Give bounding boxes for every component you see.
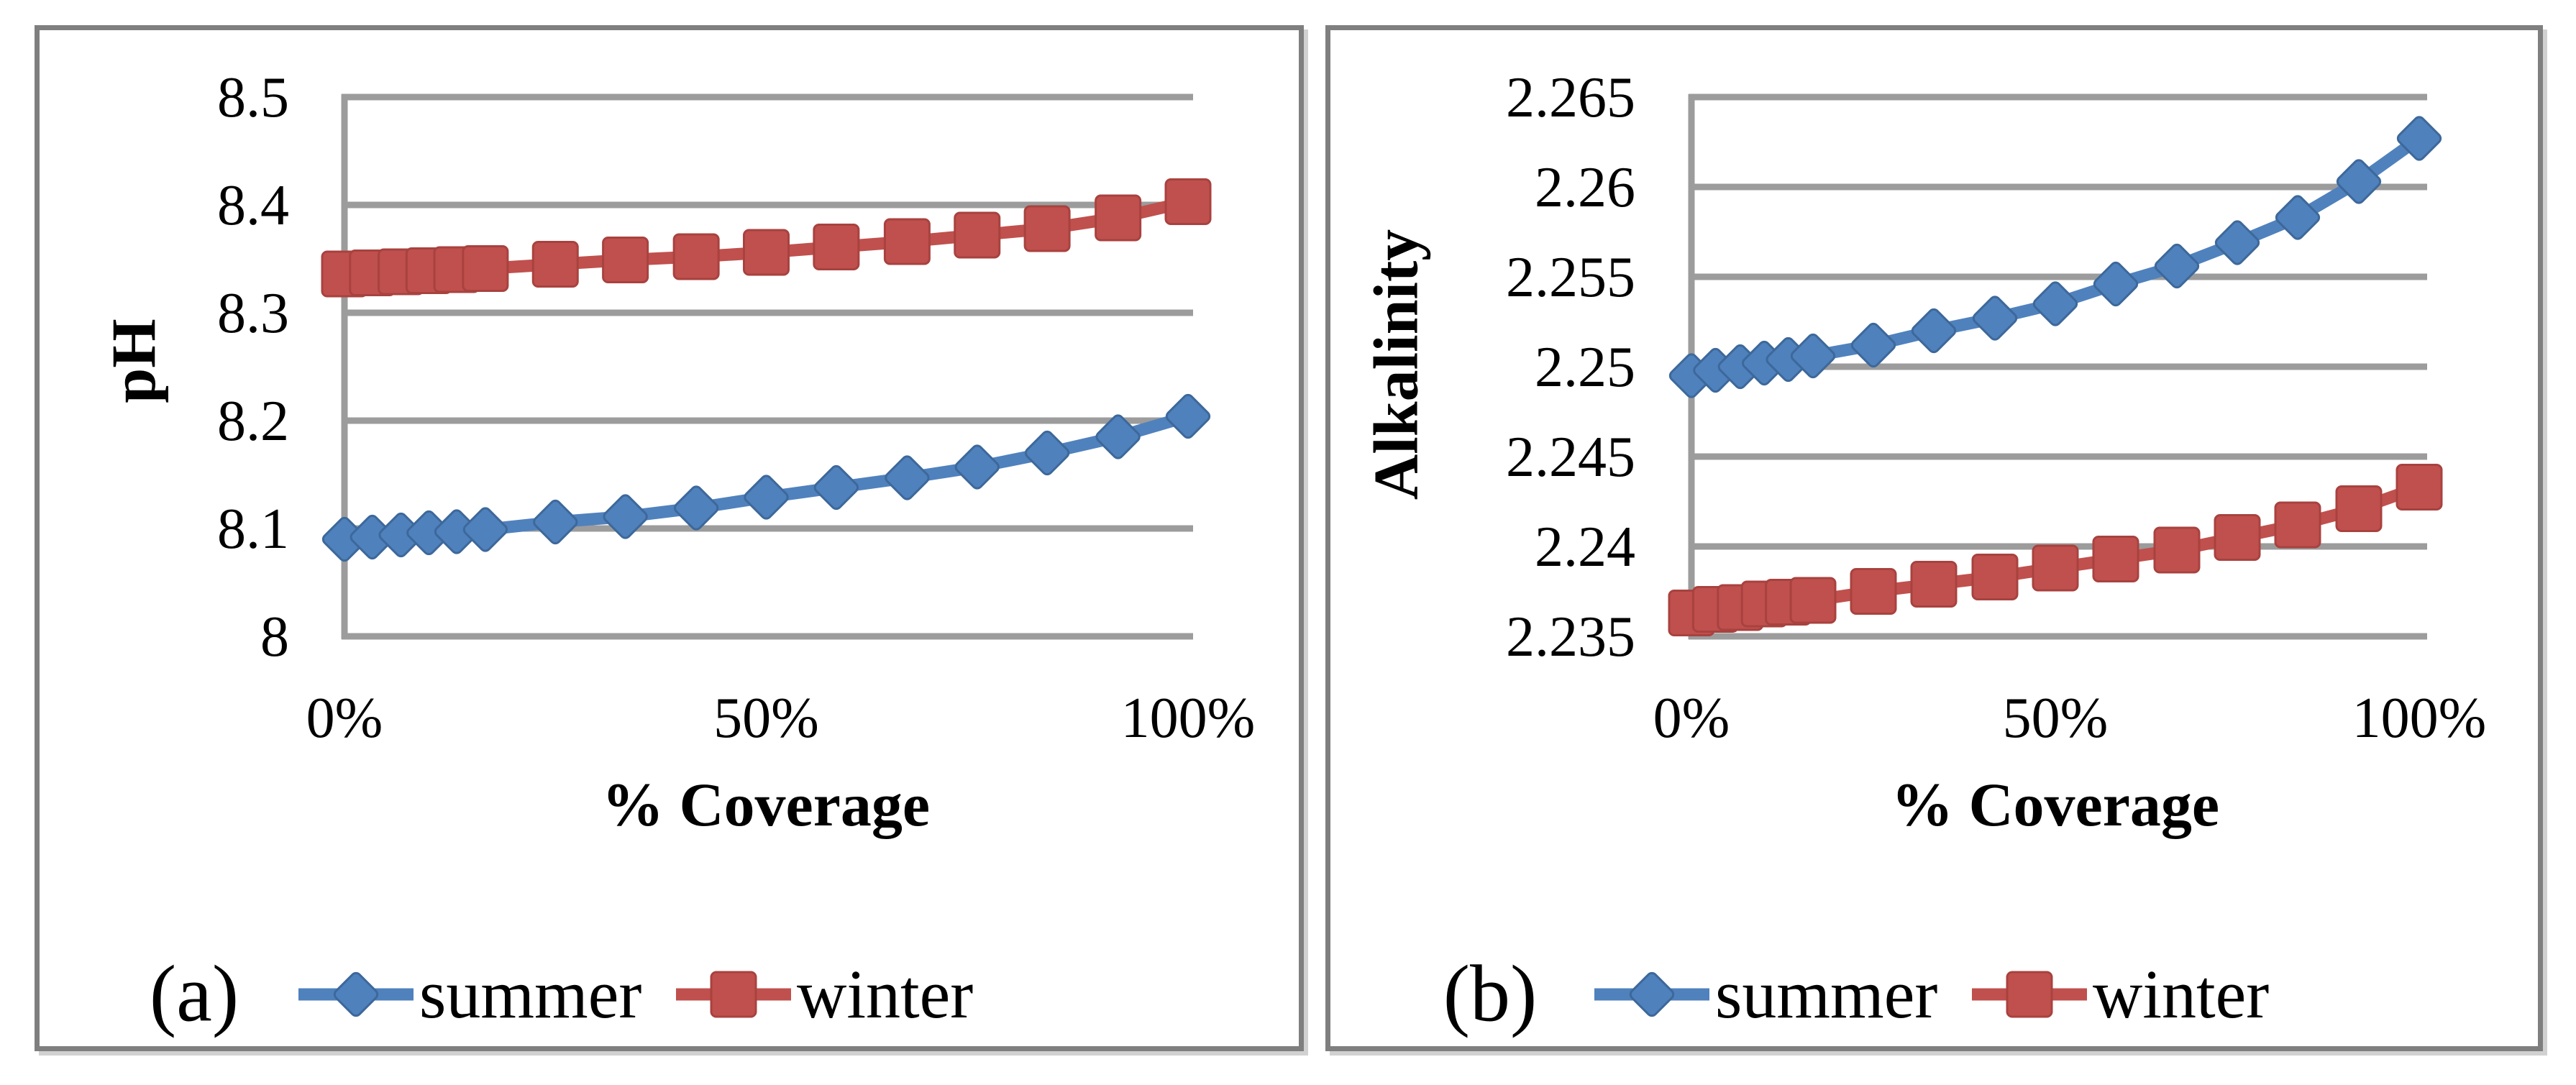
y-tick-label: 2.235: [1506, 605, 1635, 669]
y-tick-label: 8: [260, 605, 289, 669]
summer-point-13.3: [434, 509, 480, 554]
summer-point-25: [1850, 322, 1896, 368]
y-tick-label: 2.255: [1506, 246, 1635, 309]
summer-point-33.3: [1911, 308, 1957, 354]
y-axis-title-alkalinity: Alkalinity: [1361, 229, 1432, 500]
x-tick-label: 0%: [1653, 687, 1730, 750]
summer-line: [1685, 132, 2426, 382]
x-tick-label: 50%: [2003, 687, 2109, 750]
legend-item-winter: winter: [1972, 960, 2269, 1029]
winter-point-16.7: [1789, 577, 1837, 624]
summer-point-83.3: [1024, 430, 1070, 476]
summer-point-41.7: [674, 485, 719, 531]
summer-line-diamond-icon: [298, 971, 414, 1017]
legend-item-summer: summer: [298, 960, 641, 1029]
winter-point-58.3: [2092, 536, 2139, 582]
summer-point-66.7: [885, 455, 930, 500]
y-tick-label: 8.2: [217, 390, 289, 453]
summer-point-91.7: [2336, 159, 2382, 204]
y-axis-title-ph: pH: [99, 319, 170, 403]
winter-point-33.3: [1910, 561, 1958, 608]
panel-label-b: (b): [1443, 949, 1538, 1039]
x-tick-label: 100%: [2352, 687, 2487, 750]
summer-point-50: [2032, 281, 2078, 326]
summer-point-66.7: [2154, 243, 2200, 289]
summer-point-58.3: [2093, 261, 2139, 307]
chart-a-plot: 8.5 8.4 8.3 8.2 8.1 8 0% 50% 100%: [217, 66, 1256, 750]
summer-point-100: [1165, 393, 1211, 439]
y-tick-label: 2.26: [1535, 156, 1635, 219]
summer-point-0: [321, 516, 367, 562]
summer-point-41.7: [1972, 296, 2018, 341]
winter-point-91.7: [2335, 485, 2383, 532]
legend-item-winter: winter: [676, 960, 973, 1029]
summer-point-16.7: [462, 507, 508, 552]
winter-point-100: [2395, 464, 2443, 511]
legend-label-summer: summer: [419, 956, 642, 1033]
legend-label-summer: summer: [1715, 956, 1938, 1033]
winter-line-square-icon: [676, 971, 791, 1018]
winter-point-25: [531, 241, 579, 288]
winter-point-16.7: [462, 245, 509, 292]
summer-point-75: [2214, 220, 2260, 265]
x-tick-label: 0%: [306, 687, 383, 750]
panel-b: 2.265 2.26 2.255 2.25 2.245 2.24 2.235 0% 50% 100…: [1325, 25, 2543, 1051]
y-tick-label: 8.3: [217, 282, 289, 345]
y-tick-label: 2.24: [1535, 516, 1635, 579]
winter-point-100: [1164, 178, 1212, 225]
winter-point-50: [743, 229, 790, 276]
x-axis-title-coverage-b: % Coverage: [1891, 770, 2220, 839]
winter-point-58.3: [813, 224, 860, 270]
winter-point-41.7: [1971, 554, 2019, 600]
winter-point-83.3: [1023, 205, 1071, 252]
x-tick-label: 50%: [713, 687, 819, 750]
y-tick-label: 2.245: [1506, 426, 1635, 489]
winter-line-square-icon: [1972, 971, 2087, 1018]
winter-point-66.7: [2153, 526, 2201, 574]
legend-label-winter: winter: [2093, 956, 2270, 1033]
winter-point-75: [954, 211, 1001, 259]
winter-point-50: [2032, 544, 2079, 592]
summer-point-91.7: [1095, 414, 1141, 459]
winter-point-41.7: [672, 233, 720, 280]
summer-point-6.7: [378, 512, 424, 558]
x-tick-label: 100%: [1121, 687, 1256, 750]
summer-line-diamond-icon: [1594, 971, 1709, 1017]
summer-point-58.3: [813, 464, 859, 511]
winter-point-83.3: [2274, 501, 2321, 549]
panel-label-a: (a): [149, 949, 239, 1039]
y-tick-label: 8.4: [217, 174, 289, 237]
summer-point-75: [954, 444, 1000, 490]
panel-a: 8.5 8.4 8.3 8.2 8.1 8 0% 50% 100% pH % Coverage …: [35, 25, 1304, 1051]
summer-point-33.3: [603, 494, 648, 539]
legend-item-summer: summer: [1594, 960, 1937, 1029]
summer-point-3.3: [350, 514, 395, 560]
y-tick-label: 8.5: [217, 66, 289, 129]
y-tick-label: 8.1: [217, 498, 289, 561]
x-axis-title-coverage-a: % Coverage: [601, 770, 931, 839]
summer-point-10: [406, 510, 452, 556]
y-tick-label: 2.25: [1535, 336, 1635, 399]
summer-point-83.3: [2275, 195, 2321, 240]
summer-point-16.7: [1790, 333, 1836, 379]
winter-point-75: [2214, 514, 2261, 561]
summer-point-100: [2396, 116, 2442, 161]
chart-b-plot: 2.265 2.26 2.255 2.25 2.245 2.24 2.235 0% 50% 100…: [1506, 66, 2487, 750]
winter-point-91.7: [1095, 194, 1142, 242]
summer-point-25: [533, 499, 578, 545]
legend-label-winter: winter: [797, 956, 974, 1033]
winter-point-66.7: [883, 218, 931, 265]
winter-point-25: [1850, 568, 1897, 615]
winter-point-33.3: [602, 237, 649, 283]
summer-point-50: [744, 475, 789, 520]
y-tick-label: 2.265: [1506, 66, 1635, 129]
